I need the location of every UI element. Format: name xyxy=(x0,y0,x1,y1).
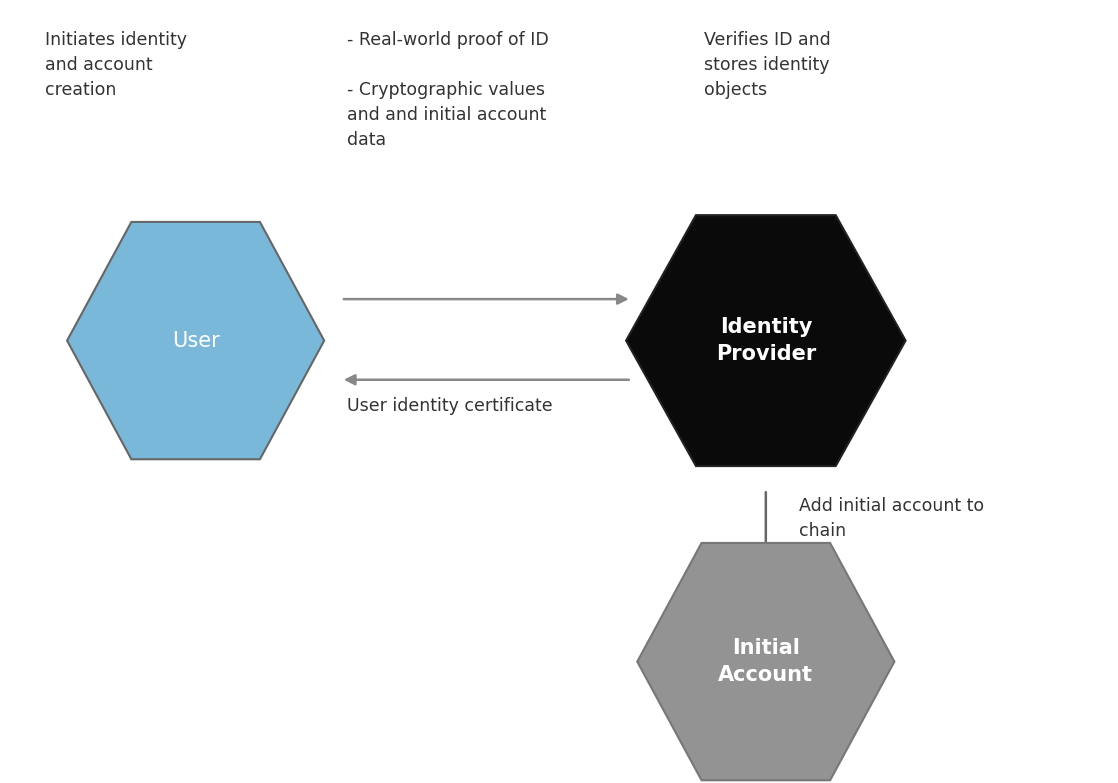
Text: Initiates identity
and account
creation: Initiates identity and account creation xyxy=(45,31,187,99)
Text: Verifies ID and
stores identity
objects: Verifies ID and stores identity objects xyxy=(704,31,831,99)
Text: Add initial account to
chain: Add initial account to chain xyxy=(799,497,985,540)
Text: Identity
Provider: Identity Provider xyxy=(716,317,816,364)
Polygon shape xyxy=(626,215,906,466)
Text: User: User xyxy=(172,330,219,351)
Text: User identity certificate: User identity certificate xyxy=(347,397,552,415)
Text: Initial
Account: Initial Account xyxy=(719,638,813,685)
Text: - Real-world proof of ID

- Cryptographic values
and and initial account
data: - Real-world proof of ID - Cryptographic… xyxy=(347,31,548,150)
Polygon shape xyxy=(67,222,324,460)
Polygon shape xyxy=(637,543,894,781)
